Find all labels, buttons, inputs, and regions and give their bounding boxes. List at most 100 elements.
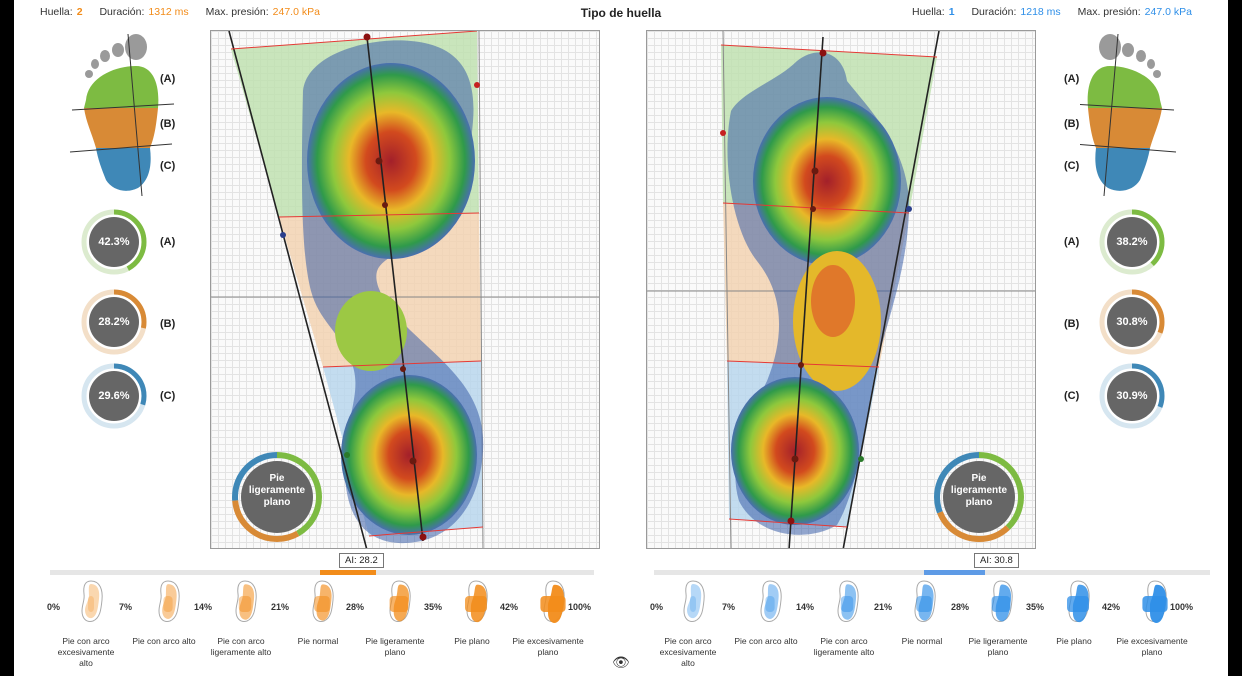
foot-type-label: Pie con arco excesivamente alto [659, 636, 717, 668]
foot-type-icon [1063, 578, 1093, 629]
zone-c-percentage: 29.6% [98, 390, 130, 402]
foot-pressure-screen: Huella: 2 Duración: 1312 ms Max. presión: 2… [14, 0, 1228, 676]
presion-value: 247.0 kPa [1144, 6, 1192, 18]
foot-type-label: Pie con arco alto [734, 636, 798, 646]
presion-label: Max. presión: [205, 6, 269, 18]
foot-type-icon [307, 578, 337, 629]
left-zone-foot-diagram [69, 33, 175, 197]
zone-a-percentage: 42.3% [98, 236, 130, 248]
left-zone-a-ring: 42.3% [80, 208, 148, 276]
zone-b-label: (B) [1064, 318, 1080, 330]
left-zone-b-ring: 28.2% [80, 288, 148, 356]
zone-b-label: (B) [160, 118, 176, 130]
duracion-label: Duración: [971, 6, 1017, 18]
foot-type-icon [986, 578, 1016, 629]
foot-type-label: Pie plano [454, 636, 490, 646]
threshold-label: 7% [722, 602, 736, 612]
zone-b-label: (B) [160, 318, 176, 330]
threshold-label: 14% [796, 602, 815, 612]
left-footprint-heatmap [211, 31, 599, 548]
classification-text: Pie ligeramente plano [950, 473, 1008, 508]
threshold-label: 35% [424, 602, 443, 612]
zone-c-label: (C) [1064, 390, 1080, 402]
zone-a-label: (A) [160, 236, 176, 248]
page-title: Tipo de huella [580, 6, 662, 20]
zone-c-percentage: 30.9% [1116, 390, 1148, 402]
classification-text: Pie ligeramente plano [248, 473, 306, 508]
threshold-label: 28% [951, 602, 970, 612]
foot-type-icon [832, 578, 862, 629]
foot-type-icon [909, 578, 939, 629]
toe-icon [1099, 34, 1161, 78]
foot-type-label: Pie con arco alto [132, 636, 196, 646]
zone-c-label: (C) [160, 160, 176, 172]
eye-icon[interactable]: 👁 [612, 654, 630, 670]
foot-type-icon [755, 578, 785, 629]
right-arch-index-fill [924, 570, 986, 575]
left-pressure-map[interactable]: Pie ligeramente plano [210, 30, 600, 549]
foot-type-label: Pie normal [901, 636, 943, 646]
zone-a-label: (A) [1064, 73, 1080, 85]
right-zone-a-ring: 38.2% [1098, 208, 1166, 276]
foot-type-label: Pie plano [1056, 636, 1092, 646]
zone-b-percentage: 30.8% [1116, 316, 1148, 328]
duracion-value: 1312 ms [148, 6, 189, 18]
foot-type-label: Pie excesivamente plano [1116, 636, 1188, 657]
right-zone-b-ring: 30.8% [1098, 288, 1166, 356]
zone-a-percentage: 38.2% [1116, 236, 1148, 248]
foot-type-icon [230, 578, 260, 629]
foot-type-label: Pie con arco ligeramente alto [813, 636, 875, 657]
threshold-label: 28% [346, 602, 365, 612]
zone-c-label: (C) [1064, 160, 1080, 172]
foot-type-label: Pie ligeramente plano [365, 636, 425, 657]
foot-type-icon [153, 578, 183, 629]
zone-c-label: (C) [160, 390, 176, 402]
foot-type-icon [1140, 578, 1170, 629]
foot-type-icon [384, 578, 414, 629]
left-classification-badge: Pie ligeramente plano [231, 451, 323, 543]
right-zone-foot-diagram [1080, 33, 1177, 197]
toe-icon [85, 34, 147, 78]
right-zone-c-ring: 30.9% [1098, 362, 1166, 430]
foot-type-label: Pie con arco excesivamente alto [57, 636, 115, 668]
zone-a-label: (A) [160, 73, 176, 85]
threshold-label: 42% [500, 602, 519, 612]
foot-type-label: Pie normal [297, 636, 339, 646]
threshold-label: 42% [1102, 602, 1121, 612]
foot-type-icon [678, 578, 708, 629]
presion-value: 247.0 kPa [272, 6, 320, 18]
duracion-value: 1218 ms [1020, 6, 1061, 18]
huella-value: 1 [948, 6, 955, 18]
threshold-label: 100% [1170, 602, 1194, 612]
right-arch-index-label: AI: 30.8 [974, 553, 1019, 568]
threshold-label: 0% [47, 602, 61, 612]
foot-type-icon [538, 578, 568, 629]
threshold-label: 14% [194, 602, 213, 612]
foot-type-label: Pie ligeramente plano [968, 636, 1028, 657]
huella-value: 2 [76, 6, 83, 18]
duracion-label: Duración: [99, 6, 145, 18]
huella-label: Huella: [40, 6, 73, 18]
foot-type-icon [461, 578, 491, 629]
threshold-label: 35% [1026, 602, 1045, 612]
zone-a-label: (A) [1064, 236, 1080, 248]
threshold-label: 0% [650, 602, 664, 612]
left-arch-index-fill [320, 570, 376, 575]
threshold-label: 7% [119, 602, 133, 612]
threshold-label: 21% [874, 602, 893, 612]
threshold-label: 100% [568, 602, 592, 612]
right-header: Huella: 1 Duración: 1218 ms Max. presión: 2… [912, 6, 1192, 18]
right-pressure-map[interactable]: Pie ligeramente plano [646, 30, 1036, 549]
left-arch-index-label: AI: 28.2 [339, 553, 384, 568]
foot-type-label: Pie con arco ligeramente alto [210, 636, 272, 657]
foot-type-icon [76, 578, 106, 629]
zone-b-percentage: 28.2% [98, 316, 130, 328]
foot-type-label: Pie excesivamente plano [512, 636, 584, 657]
left-zone-c-ring: 29.6% [80, 362, 148, 430]
right-footprint-heatmap [647, 31, 1035, 548]
right-classification-badge: Pie ligeramente plano [933, 451, 1025, 543]
presion-label: Max. presión: [1077, 6, 1141, 18]
threshold-label: 21% [271, 602, 290, 612]
zone-b-label: (B) [1064, 118, 1080, 130]
left-header: Huella: 2 Duración: 1312 ms Max. presión: 2… [40, 6, 320, 18]
